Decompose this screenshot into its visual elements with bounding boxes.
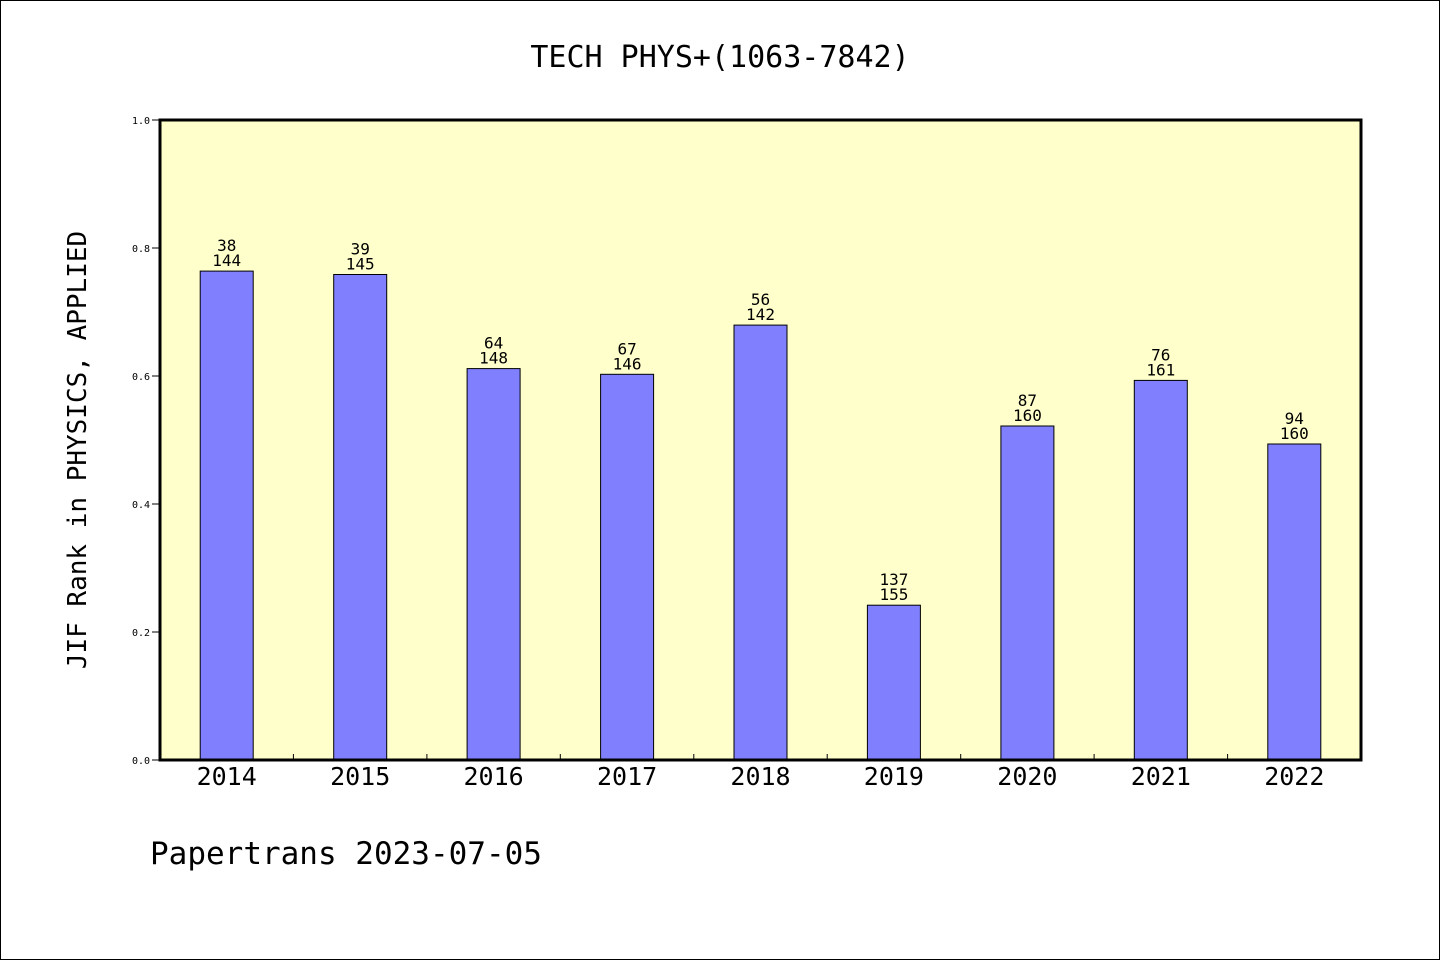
x-tick-label: 2015 [330, 762, 390, 791]
y-tick-label: 1.0 [132, 116, 150, 127]
x-tick-label: 2022 [1264, 762, 1324, 791]
bar-rank-label: 39 [351, 240, 370, 259]
bar-2016 [466, 368, 521, 761]
bar-2021 [1133, 379, 1188, 761]
y-tick-label: 0.4 [132, 500, 150, 511]
bar-2014 [199, 270, 254, 761]
bar-2017 [600, 373, 655, 761]
bar-total-label: 145 [346, 255, 375, 274]
plot-border [158, 118, 1363, 762]
bar-2015 [333, 274, 388, 761]
bar-total-label: 155 [879, 585, 908, 604]
x-tick-label: 2019 [864, 762, 924, 791]
bar-2022 [1267, 443, 1322, 761]
bar-rank-label: 38 [217, 236, 236, 255]
y-axis-label: JIF Rank in PHYSICS, APPLIED [63, 231, 93, 669]
bar-2020 [1000, 425, 1055, 761]
bar-rank-label: 87 [1018, 391, 1037, 410]
bar-total-label: 160 [1280, 424, 1309, 443]
x-tick-label: 2018 [730, 762, 790, 791]
bar-total-label: 144 [212, 251, 241, 270]
chart-title: TECH PHYS+(1063-7842) [530, 40, 909, 75]
y-tick-label: 0.6 [132, 372, 150, 383]
bar-total-label: 148 [479, 349, 508, 368]
bar-rank-label: 56 [751, 290, 770, 309]
x-tick-label: 2020 [997, 762, 1057, 791]
bar-total-label: 142 [746, 305, 775, 324]
bar-total-label: 146 [613, 354, 642, 373]
bar-rank-label: 67 [617, 339, 636, 358]
x-tick-label: 2014 [197, 762, 257, 791]
y-tick-label: 0.0 [132, 756, 150, 767]
bar-2019 [866, 604, 921, 761]
bar-total-label: 160 [1013, 406, 1042, 425]
bars-group [199, 270, 1322, 761]
bar-total-label: 161 [1146, 360, 1175, 379]
bar-2018 [733, 324, 788, 761]
footer-text: Papertrans 2023-07-05 [150, 836, 542, 872]
y-axis: 0.0 0.2 0.4 0.6 0.8 1.0 [132, 116, 160, 767]
bar-rank-label: 94 [1285, 409, 1304, 428]
bar-rank-label: 64 [484, 334, 503, 353]
bar-rank-label: 76 [1151, 345, 1170, 364]
x-tick-label: 2021 [1131, 762, 1191, 791]
y-tick-label: 0.8 [132, 244, 150, 255]
x-tick-label: 2016 [463, 762, 523, 791]
x-axis: 2014 2015 2016 2017 2018 2019 2020 2021 2022 [197, 754, 1324, 791]
x-tick-label: 2017 [597, 762, 657, 791]
y-tick-label: 0.2 [132, 628, 150, 639]
bar-rank-label: 137 [879, 570, 908, 589]
